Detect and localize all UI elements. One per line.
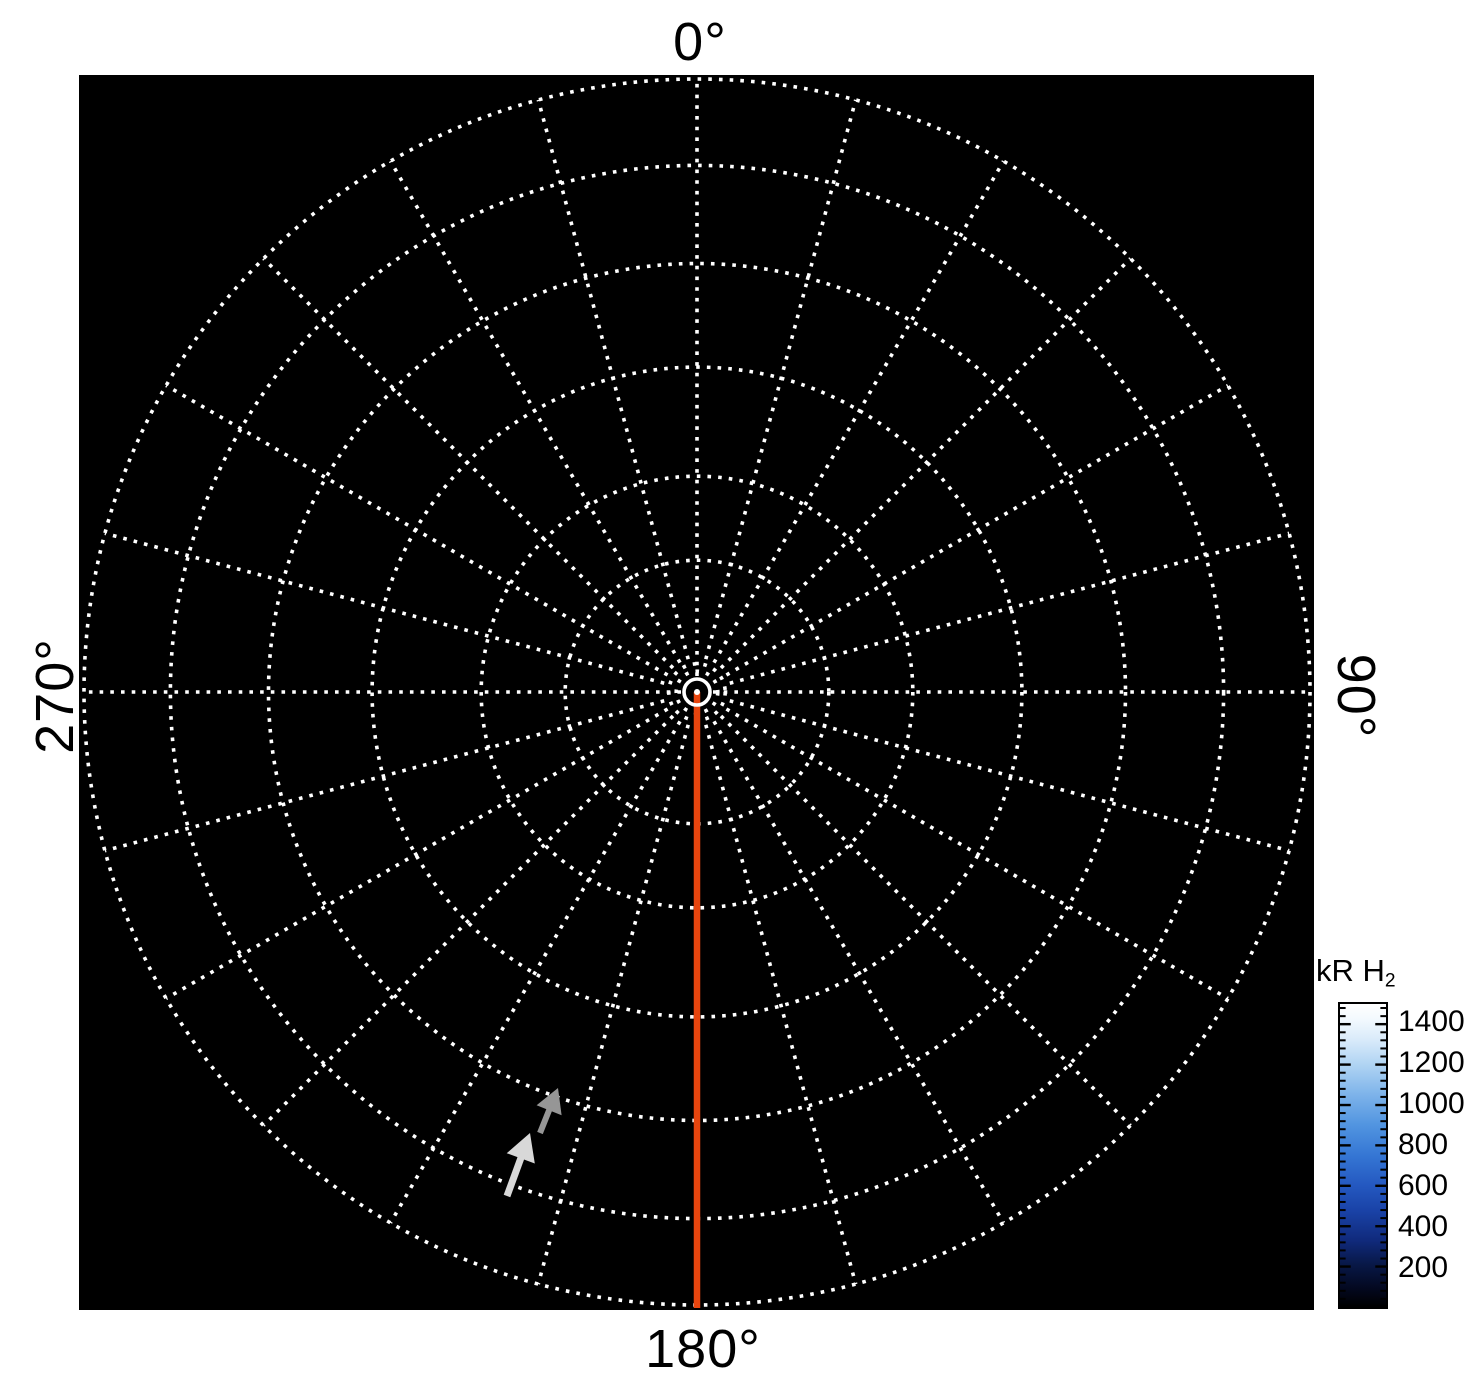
center-ring bbox=[682, 677, 712, 707]
colorbar-title: kR H2 bbox=[1316, 953, 1396, 992]
colorbar-title-sub: 2 bbox=[1384, 970, 1396, 992]
colorbar-tick-label: 1200 bbox=[1398, 1046, 1465, 1080]
grid-spoke bbox=[712, 160, 1006, 664]
grid-spoke bbox=[725, 383, 1229, 677]
dark-gray-arrow-head bbox=[536, 1088, 562, 1116]
grid-spoke bbox=[388, 720, 682, 1224]
grid-spoke bbox=[719, 714, 1132, 1127]
light-gray-arrow-head bbox=[506, 1133, 535, 1164]
grid-circle bbox=[563, 558, 831, 826]
grid-circle bbox=[370, 365, 1024, 1019]
colorbar-tick-label: 1400 bbox=[1398, 1005, 1465, 1039]
grid-spoke bbox=[104, 699, 665, 853]
colorbar-title-main: kR H bbox=[1316, 953, 1385, 988]
colorbar-tick-label: 400 bbox=[1398, 1210, 1449, 1244]
grid-circle bbox=[82, 77, 1312, 1307]
light-gray-arrow-shaft bbox=[503, 1150, 527, 1198]
grid-spoke bbox=[536, 724, 690, 1285]
grid-spoke bbox=[725, 707, 1229, 1001]
colorbar-tick-label: 800 bbox=[1398, 1128, 1449, 1162]
colorbar-ticks bbox=[1340, 1007, 1386, 1300]
arrow-annotations bbox=[503, 1088, 562, 1198]
center-dot bbox=[694, 689, 700, 695]
center-marker bbox=[682, 677, 712, 707]
angle-label-270: 270° bbox=[25, 638, 85, 754]
grid-circle bbox=[479, 474, 915, 910]
angle-label-90: 90° bbox=[1326, 653, 1386, 739]
grid-spoke bbox=[719, 257, 1132, 670]
grid-spoke bbox=[712, 720, 1006, 1224]
angle-label-180: 180° bbox=[645, 1319, 761, 1379]
colorbar bbox=[1338, 1002, 1388, 1309]
colorbar-tick-label: 1000 bbox=[1398, 1087, 1465, 1121]
colorbar-tick-label: 200 bbox=[1398, 1251, 1449, 1285]
angle-label-0: 0° bbox=[673, 12, 727, 72]
colorbar-tick-label: 600 bbox=[1398, 1169, 1449, 1203]
grid-circle bbox=[266, 261, 1128, 1123]
